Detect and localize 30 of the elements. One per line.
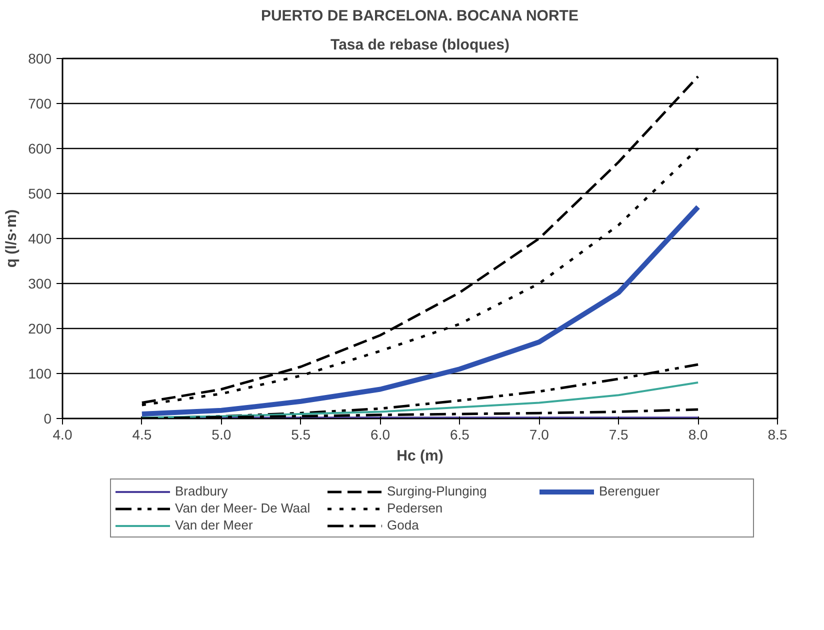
y-tick-label: 700 (28, 96, 52, 112)
legend-label: Surging-Plunging (387, 484, 488, 498)
x-tick-label: 6.0 (370, 426, 390, 442)
x-tick-label: 4.0 (52, 426, 72, 442)
y-tick-label: 200 (28, 320, 52, 336)
x-tick-label: 6.5 (450, 426, 470, 442)
y-tick-label: 500 (28, 186, 52, 202)
x-axis-title: Hc (m) (396, 448, 444, 464)
legend-label: Berenguer (599, 484, 661, 498)
y-tick-label: 300 (28, 276, 52, 292)
x-tick-label: 8.0 (688, 426, 708, 442)
chart-subtitle: Tasa de rebase (bloques) (330, 36, 510, 54)
y-tick-label: 800 (28, 50, 52, 66)
y-tick-label: 0 (44, 410, 52, 426)
legend-label: Goda (387, 518, 420, 532)
x-tick-label: 4.5 (132, 426, 152, 442)
legend-label: Van der Meer (175, 518, 254, 532)
chart-title: PUERTO DE BARCELONA. BOCANA NORTE (260, 8, 578, 24)
legend-label: Pedersen (387, 500, 444, 516)
x-tick-label: 5.0 (212, 426, 232, 442)
x-tick-label: 8.5 (768, 426, 788, 442)
y-tick-label: 100 (28, 366, 52, 382)
x-tick-label: 7.0 (529, 426, 550, 442)
y-axis-title: q (l/s·m) (3, 209, 20, 268)
legend-label: Bradbury (175, 484, 229, 498)
legend-label: Van der Meer- De Waal (175, 500, 312, 516)
x-tick-label: 7.5 (608, 426, 629, 442)
y-tick-label: 400 (28, 230, 52, 246)
x-tick-label: 5.5 (291, 426, 311, 442)
y-tick-label: 600 (28, 140, 52, 156)
